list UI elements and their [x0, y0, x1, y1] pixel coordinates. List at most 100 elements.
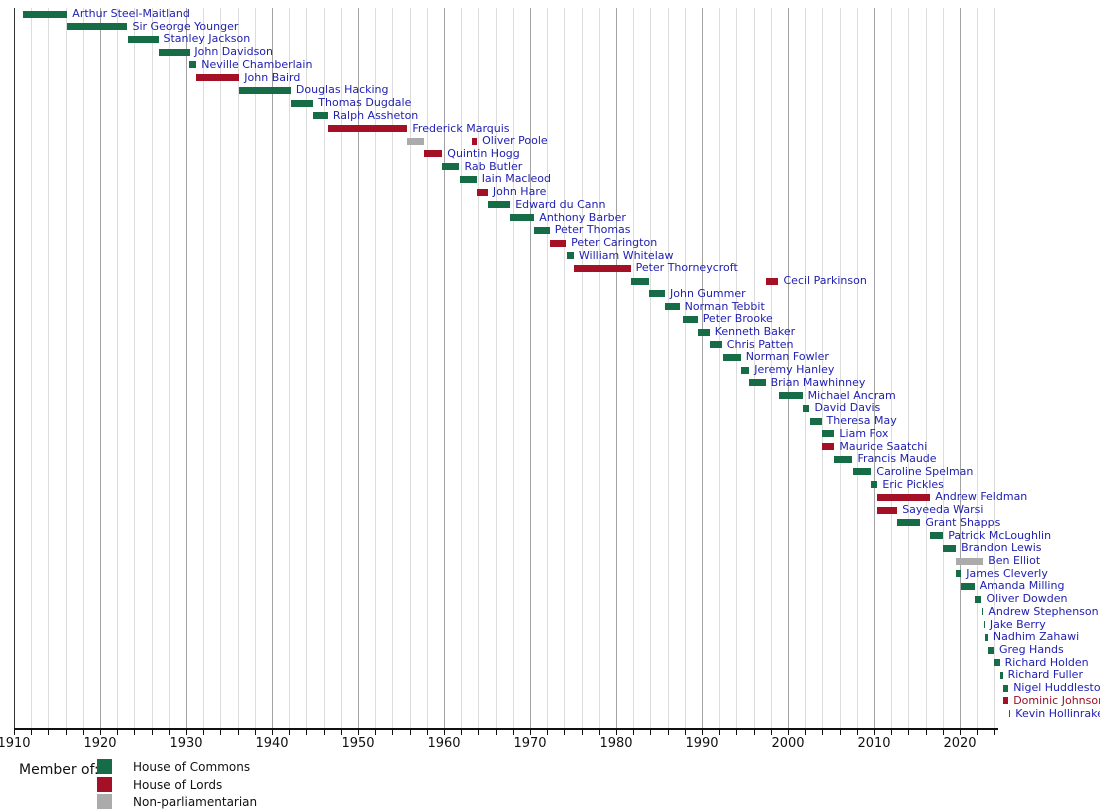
decade-gridline	[444, 8, 445, 728]
timeline-bar	[1002, 684, 1009, 692]
x-axis-tick	[788, 730, 789, 735]
legend-label-nonparl: Non-parliamentarian	[133, 794, 258, 809]
timeline-bar	[877, 506, 898, 514]
chairman-name-label: Sayeeda Warsi	[902, 503, 984, 517]
x-axis-year-label: 1950	[341, 736, 375, 751]
minor-gridline	[891, 8, 893, 728]
decade-gridline	[788, 8, 789, 728]
chairman-name-label: Oliver Poole	[482, 134, 548, 148]
x-axis-tick	[770, 730, 772, 735]
x-axis-tick	[925, 730, 927, 735]
timeline-bar	[459, 175, 477, 183]
x-axis-year-label: 1960	[427, 736, 461, 751]
timeline-bar	[778, 392, 803, 400]
minor-gridline	[375, 8, 377, 728]
minor-gridline	[65, 8, 67, 728]
minor-gridline	[736, 8, 738, 728]
chairman-name-label: Nigel Huddleston	[1013, 681, 1100, 695]
minor-gridline	[633, 8, 635, 728]
minor-gridline	[856, 8, 858, 728]
minor-gridline	[495, 8, 497, 728]
minor-gridline	[805, 8, 807, 728]
chairman-name-label: Greg Hands	[999, 643, 1064, 656]
timeline-bar	[313, 112, 328, 120]
x-axis-tick	[530, 730, 531, 735]
chairman-name-label: Caroline Spelman	[876, 464, 974, 478]
timeline-bar	[961, 582, 975, 590]
minor-gridline	[237, 8, 239, 728]
timeline-bar	[956, 570, 962, 578]
timeline-bar	[821, 443, 835, 450]
chairman-name-label: Brandon Lewis	[961, 541, 1042, 555]
chairman-name-label: Liam Fox	[839, 426, 889, 440]
legend-label-lords: House of Lords	[133, 777, 223, 792]
minor-gridline	[254, 8, 256, 728]
x-axis-tick	[203, 730, 205, 735]
chairman-name-label: Michael Ancram	[807, 388, 896, 402]
x-axis-tick	[702, 730, 703, 735]
timeline-bar	[442, 163, 460, 171]
minor-gridline	[31, 8, 33, 728]
decade-gridline	[702, 8, 703, 728]
chairman-name-label: Anthony Barber	[539, 210, 626, 224]
x-axis-tick	[736, 730, 738, 735]
x-axis-tick	[461, 730, 463, 735]
chairman-name-label: Sir George Younger	[132, 19, 239, 33]
x-axis-tick	[753, 730, 755, 735]
chairman-name-label: Thomas Dugdale	[318, 96, 412, 109]
x-axis-tick	[960, 730, 961, 735]
timeline-bar	[984, 633, 988, 641]
timeline-bar	[158, 48, 190, 56]
timeline-bar	[487, 201, 511, 209]
timeline-bar	[549, 239, 567, 247]
x-axis-tick	[512, 730, 514, 735]
minor-gridline	[203, 8, 205, 728]
x-axis-year-label: 1940	[255, 736, 289, 751]
timeline-bar	[834, 455, 853, 463]
decade-gridline	[530, 8, 531, 728]
timeline-bar	[722, 353, 741, 361]
timeline-bar	[943, 544, 957, 552]
timeline-bar	[974, 595, 982, 603]
timeline-bar	[239, 86, 291, 94]
timeline-bar	[189, 61, 197, 69]
minor-gridline	[598, 8, 600, 728]
chairman-name-label: Oliver Dowden	[986, 592, 1068, 606]
chairman-name-label: Maurice Saatchi	[839, 439, 928, 453]
x-axis-tick	[117, 730, 119, 735]
timeline-bar	[665, 303, 680, 311]
legend: Member of: House of Commons House of Lor…	[0, 755, 400, 809]
legend-item-nonparl: Non-parliamentarian	[97, 794, 257, 809]
x-axis-tick	[48, 730, 50, 735]
chairman-name-label: John Hare	[492, 185, 547, 199]
x-axis-tick	[598, 730, 600, 735]
x-axis-tick	[633, 730, 635, 735]
timeline-bar	[981, 608, 984, 616]
x-axis-tick	[908, 730, 910, 735]
x-axis-year-label: 1920	[83, 736, 117, 751]
minor-gridline	[117, 8, 119, 728]
legend-item-commons: House of Commons	[97, 759, 250, 774]
timeline-bar	[897, 519, 921, 527]
chairman-name-label: Theresa May	[826, 414, 897, 427]
timeline-bar	[476, 188, 488, 196]
x-axis-year-label: 2010	[857, 736, 891, 751]
timeline-bar	[749, 379, 766, 387]
chairman-name-label: Peter Carington	[571, 236, 658, 249]
decade-gridline	[358, 8, 359, 728]
chairman-name-label: Francis Maude	[857, 452, 937, 466]
x-axis-year-label: 2000	[771, 736, 805, 751]
timeline-bar	[22, 10, 68, 18]
x-axis-tick	[994, 730, 996, 735]
x-axis-tick	[65, 730, 67, 735]
chairman-name-label: Chris Patten	[726, 337, 794, 351]
chairman-name-label: Cecil Parkinson	[783, 274, 867, 288]
timeline-bar	[127, 35, 159, 43]
chairman-name-label: Rab Butler	[464, 159, 523, 173]
timeline-bar	[510, 214, 535, 221]
chairman-name-label: John Davidson	[194, 45, 273, 59]
x-axis-year-label: 1990	[685, 736, 719, 751]
x-axis-tick	[100, 730, 101, 735]
